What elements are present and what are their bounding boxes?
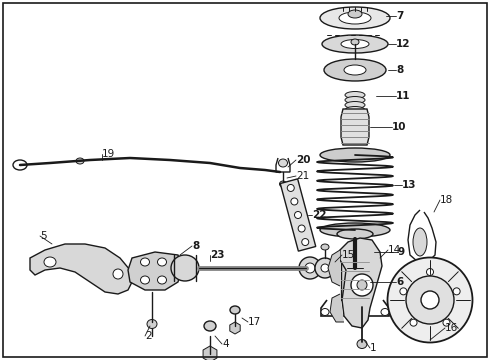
Ellipse shape <box>141 276 149 284</box>
Polygon shape <box>328 250 340 286</box>
Text: 19: 19 <box>102 149 115 159</box>
Polygon shape <box>340 238 382 328</box>
Ellipse shape <box>302 239 309 246</box>
Ellipse shape <box>321 309 329 315</box>
Text: 10: 10 <box>392 122 407 132</box>
Ellipse shape <box>421 291 439 309</box>
Bar <box>341 260 369 300</box>
Ellipse shape <box>76 158 84 164</box>
Text: 12: 12 <box>396 39 411 49</box>
Ellipse shape <box>337 229 373 239</box>
Text: 13: 13 <box>402 180 416 190</box>
Ellipse shape <box>341 40 369 49</box>
Polygon shape <box>203 346 217 360</box>
Text: 5: 5 <box>40 231 47 241</box>
Ellipse shape <box>157 258 167 266</box>
Ellipse shape <box>344 65 366 75</box>
Ellipse shape <box>410 319 417 326</box>
Text: 21: 21 <box>296 171 309 181</box>
Ellipse shape <box>406 276 454 324</box>
Ellipse shape <box>44 257 56 267</box>
Ellipse shape <box>357 339 367 348</box>
Ellipse shape <box>320 7 390 29</box>
Polygon shape <box>341 109 369 145</box>
Ellipse shape <box>204 321 216 331</box>
Ellipse shape <box>291 198 298 205</box>
Text: 23: 23 <box>210 250 224 260</box>
Ellipse shape <box>157 276 167 284</box>
Ellipse shape <box>299 257 321 279</box>
Ellipse shape <box>351 39 359 45</box>
Text: 22: 22 <box>312 210 326 220</box>
Ellipse shape <box>345 91 365 99</box>
Text: 20: 20 <box>296 155 311 165</box>
Ellipse shape <box>298 225 305 232</box>
Ellipse shape <box>287 184 294 192</box>
Text: 6: 6 <box>396 277 403 287</box>
Text: 9: 9 <box>398 247 405 257</box>
Ellipse shape <box>443 319 450 326</box>
Ellipse shape <box>141 258 149 266</box>
Ellipse shape <box>294 212 301 219</box>
Text: 8: 8 <box>192 241 199 251</box>
Ellipse shape <box>400 288 407 295</box>
Ellipse shape <box>413 228 427 256</box>
Ellipse shape <box>315 258 335 278</box>
Ellipse shape <box>147 320 157 328</box>
Ellipse shape <box>381 309 389 315</box>
Polygon shape <box>30 244 132 294</box>
Ellipse shape <box>13 160 27 170</box>
Text: 18: 18 <box>440 195 453 205</box>
Text: 16: 16 <box>445 323 458 333</box>
Ellipse shape <box>113 269 123 279</box>
Ellipse shape <box>320 148 390 162</box>
Text: 1: 1 <box>370 343 377 353</box>
Ellipse shape <box>345 96 365 104</box>
Ellipse shape <box>320 223 390 237</box>
Ellipse shape <box>345 102 365 108</box>
Ellipse shape <box>426 269 434 275</box>
Ellipse shape <box>348 10 362 18</box>
Text: 17: 17 <box>248 317 261 327</box>
Text: 14: 14 <box>388 245 401 255</box>
Ellipse shape <box>324 59 386 81</box>
Ellipse shape <box>339 12 371 24</box>
Text: 11: 11 <box>396 91 411 101</box>
Ellipse shape <box>351 274 373 296</box>
Bar <box>347 267 363 285</box>
Polygon shape <box>280 179 316 251</box>
Ellipse shape <box>357 280 367 290</box>
Polygon shape <box>128 252 182 290</box>
Ellipse shape <box>278 159 288 167</box>
Text: 4: 4 <box>222 339 229 349</box>
Text: 2: 2 <box>145 331 151 341</box>
Ellipse shape <box>305 263 315 273</box>
Text: 8: 8 <box>396 65 403 75</box>
Ellipse shape <box>453 288 460 295</box>
Polygon shape <box>230 322 240 334</box>
Ellipse shape <box>321 244 329 250</box>
Ellipse shape <box>388 257 472 342</box>
Ellipse shape <box>321 264 329 272</box>
Polygon shape <box>330 294 344 322</box>
Ellipse shape <box>171 255 199 281</box>
Ellipse shape <box>279 181 287 187</box>
Text: 7: 7 <box>396 11 403 21</box>
Ellipse shape <box>322 35 388 53</box>
Ellipse shape <box>345 107 365 113</box>
Text: 15: 15 <box>342 250 355 260</box>
Ellipse shape <box>230 306 240 314</box>
